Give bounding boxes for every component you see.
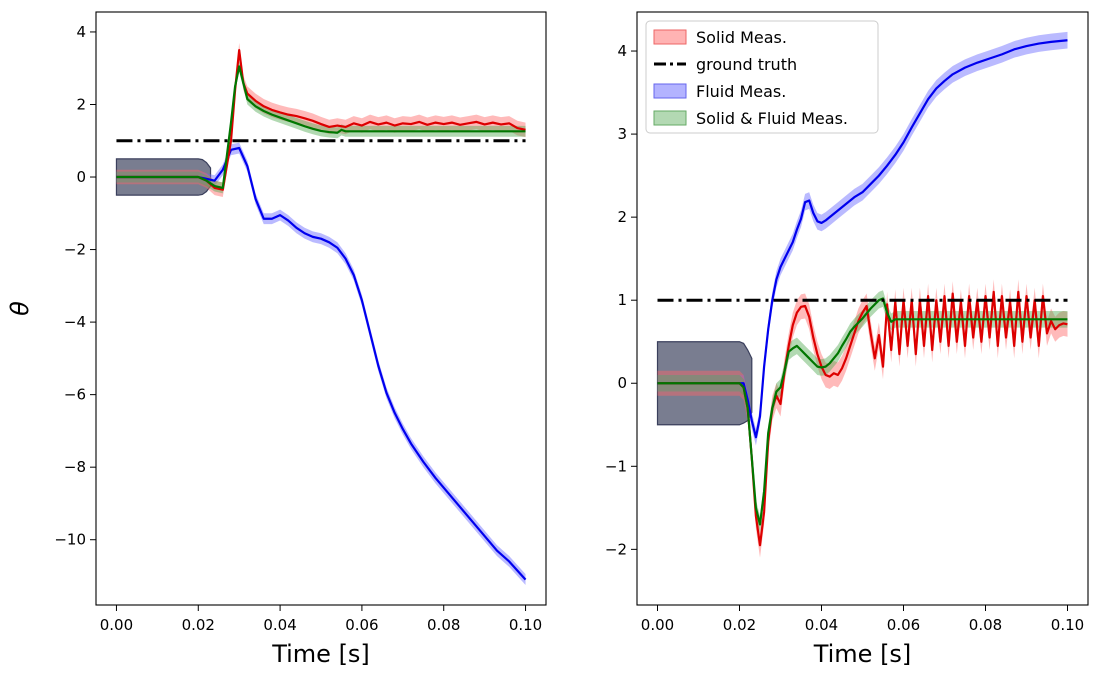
y-tick-label: −8: [64, 458, 86, 476]
x-tick-label: 0.10: [1051, 616, 1084, 634]
x-tick-label: 0.02: [723, 616, 756, 634]
y-tick-label: 0: [76, 168, 86, 186]
plot-area: [656, 31, 1068, 558]
legend-frame: [645, 20, 879, 134]
legend-label: Solid Meas.: [696, 28, 787, 47]
legend-swatch: [653, 110, 687, 126]
x-tick-label: 0.08: [969, 616, 1002, 634]
x-tick-label: 0.08: [427, 616, 460, 634]
x-tick-label: 0.04: [805, 616, 838, 634]
x-tick-label: 0.02: [182, 616, 215, 634]
y-tick-label: 3: [617, 125, 627, 143]
legend-swatch: [653, 83, 687, 99]
y-tick-label: −4: [64, 313, 86, 331]
series-line-1: [116, 48, 526, 191]
y-tick-label: −2: [64, 241, 86, 259]
x-axis-title: Time [s]: [271, 640, 370, 668]
x-axis-title: Time [s]: [813, 640, 912, 668]
axes-frame: [636, 11, 1089, 606]
series-line-2: [116, 65, 526, 190]
series-line-1: [657, 290, 1068, 547]
y-tick-label: 0: [617, 374, 627, 392]
series-band-2: [657, 290, 1068, 533]
legend-label: Solid & Fluid Meas.: [696, 109, 848, 128]
series-band-2: [116, 60, 526, 194]
legend-swatch: [653, 29, 687, 45]
series-line-0: [657, 39, 1068, 439]
x-tick-label: 0.06: [345, 616, 378, 634]
chart-panel-left: 0.00 0.02 0.04 0.06 0.08 0.10 4 2 0 −2 −4 −6 −8 −10 Ti…: [6, 11, 547, 668]
series-band-1: [116, 42, 526, 197]
y-tick-label: −6: [64, 386, 86, 404]
x-tick-label: 0.04: [263, 616, 296, 634]
y-tick-label: 4: [76, 23, 86, 41]
x-tick-label: 0.00: [100, 616, 133, 634]
legend-label: ground truth: [696, 55, 797, 74]
y-tick-label: 4: [617, 42, 627, 60]
series-line-0: [116, 146, 527, 581]
x-tick-label: 0.00: [641, 616, 674, 634]
axes-frame: [95, 11, 547, 606]
y-tick-label: −2: [605, 540, 627, 558]
y-tick-label: 2: [617, 208, 627, 226]
series-line-2: [657, 297, 1068, 526]
legend-label: Fluid Meas.: [696, 82, 786, 101]
plot-area: [115, 42, 527, 586]
x-tick-label: 0.10: [509, 616, 542, 634]
series-band-1: [657, 279, 1068, 558]
y-axis-title: θ: [6, 301, 34, 316]
y-tick-label: −1: [605, 457, 627, 475]
legend: Solid Meas. ground truth Fluid Meas. Solid …: [645, 20, 879, 134]
x-tick-label: 0.06: [887, 616, 920, 634]
y-tick-label: 1: [617, 291, 627, 309]
y-tick-label: 2: [76, 95, 86, 113]
y-tick-label: −10: [54, 531, 86, 549]
chart-panel-right: 0.00 0.02 0.04 0.06 0.08 0.10 4 3 2 1 0 −1 −2 Time [s…: [605, 11, 1089, 668]
series-band-0: [116, 142, 526, 586]
